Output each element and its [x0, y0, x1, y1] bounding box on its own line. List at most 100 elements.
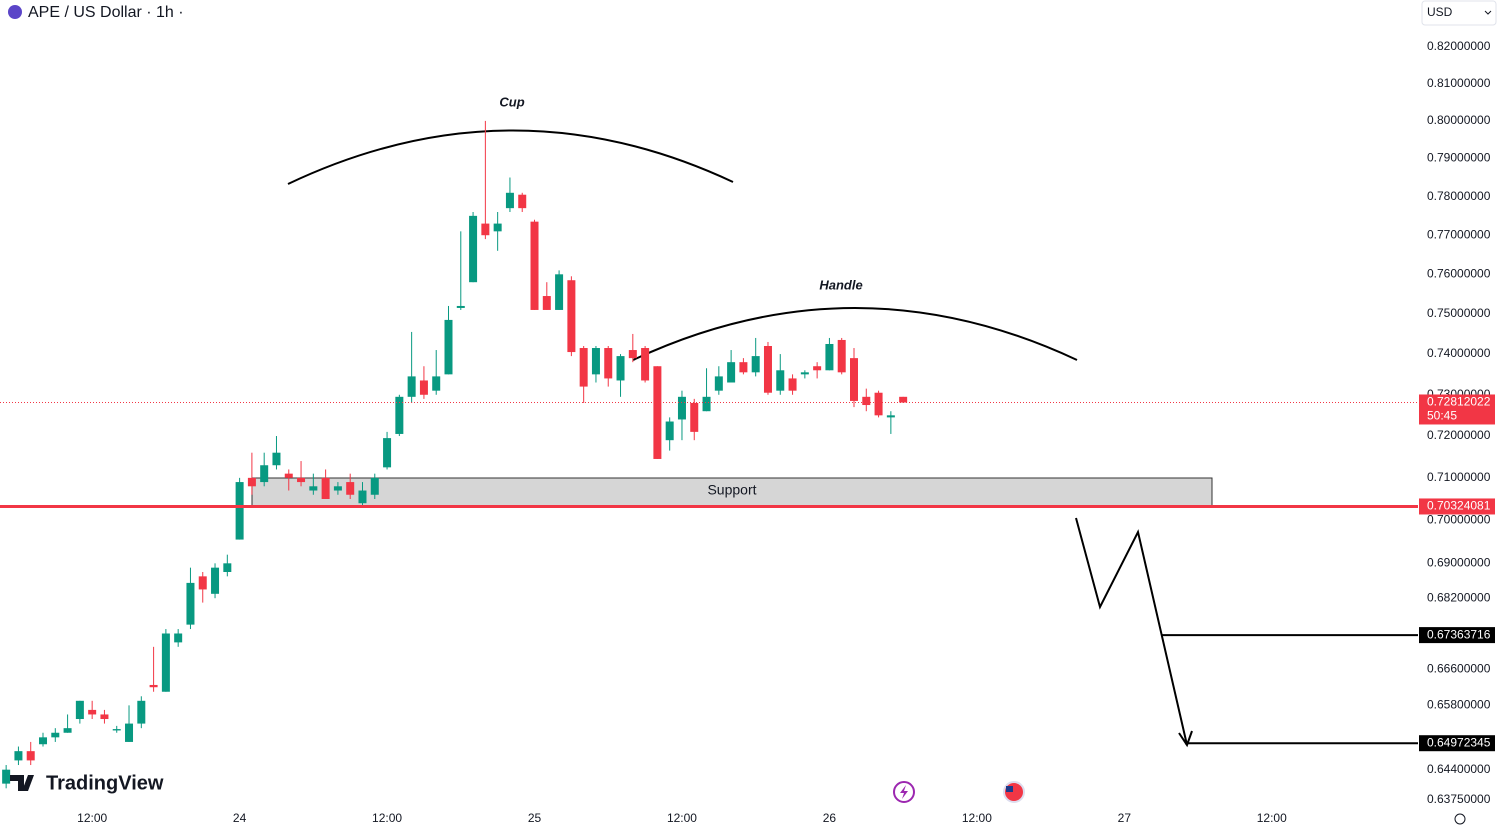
- candle-body: [751, 356, 760, 373]
- support-zone: [251, 477, 1213, 507]
- candle-body: [149, 684, 158, 688]
- logo-mark: [10, 775, 34, 791]
- candle-body: [591, 348, 600, 375]
- candle-body: [776, 370, 785, 391]
- candle-body: [616, 356, 625, 381]
- price-tag-label: 0.70324081: [1427, 499, 1491, 513]
- candle-body: [825, 343, 834, 371]
- candle-body: [211, 567, 220, 594]
- candle-body: [100, 714, 109, 720]
- candle-body: [419, 380, 428, 395]
- y-tick-label: 0.77000000: [1427, 227, 1491, 241]
- candle-body: [395, 396, 404, 434]
- candle-body: [665, 421, 674, 441]
- price-tag: [1419, 735, 1495, 752]
- x-tick-label: 12:00: [77, 811, 107, 825]
- candle-body: [51, 732, 60, 738]
- y-tick-label: 0.79000000: [1427, 151, 1491, 165]
- brand: TradingView: [46, 772, 164, 794]
- price-axis: 0.82000000 0.81000000 0.80000000 0.79000000…: [77, 39, 1495, 825]
- candle-body: [260, 465, 269, 483]
- candle-body: [407, 376, 416, 397]
- candle-body: [137, 700, 146, 724]
- currency-label: USD: [1427, 5, 1453, 19]
- y-tick-label: 0.71000000: [1427, 470, 1491, 484]
- y-tick-label: 0.66600000: [1427, 661, 1491, 675]
- candle-body: [297, 477, 306, 483]
- candle-body: [112, 729, 121, 731]
- currency-select[interactable]: [1421, 0, 1497, 26]
- price-tag: [1419, 498, 1495, 515]
- candle-body: [555, 274, 564, 310]
- candle-body: [432, 376, 441, 391]
- candle-body: [677, 396, 686, 420]
- dropdown-caret: [1484, 10, 1492, 15]
- candle-body: [542, 296, 551, 310]
- y-tick-label: 0.64400000: [1427, 762, 1491, 776]
- candle-body: [346, 482, 355, 495]
- candle-body: [641, 348, 650, 381]
- y-tick-label: 0.72000000: [1427, 428, 1491, 442]
- x-tick-label: 24: [233, 811, 247, 825]
- candle-body: [714, 376, 723, 391]
- candle-body: [284, 473, 293, 478]
- candle-body: [862, 396, 871, 406]
- candle-body: [174, 633, 183, 643]
- candle-body: [26, 751, 35, 761]
- candle-body: [14, 751, 23, 761]
- price-tag: [1419, 627, 1495, 644]
- y-tick-label: 0.70000000: [1427, 512, 1491, 526]
- handle-arc: [632, 307, 1078, 361]
- x-tick-label: 12:00: [372, 811, 402, 825]
- current-price-label: 0.72812022: [1427, 395, 1491, 409]
- y-tick-label: 0.65800000: [1427, 698, 1491, 712]
- candle-body: [690, 402, 699, 432]
- y-tick-label: 0.69000000: [1427, 555, 1491, 569]
- candle-body: [849, 358, 858, 401]
- candle-body: [481, 223, 490, 236]
- handle-label: Handle: [819, 277, 862, 292]
- candle-body: [739, 362, 748, 373]
- candle-body: [198, 576, 207, 590]
- plot: [0, 120, 1418, 789]
- candle-body: [247, 477, 256, 487]
- y-tick-label: 0.75000000: [1427, 306, 1491, 320]
- price-tag-label: 0.64972345: [1427, 735, 1491, 749]
- y-tick-label: 0.80000000: [1427, 113, 1491, 127]
- flag-canton: [1006, 786, 1013, 792]
- candle-body: [186, 582, 195, 625]
- candle-body: [505, 192, 514, 209]
- candle-body: [370, 477, 379, 495]
- candle-body: [358, 490, 367, 504]
- candle-body: [2, 769, 11, 784]
- price-tag-label: 0.67363716: [1427, 627, 1491, 641]
- candle-body: [763, 346, 772, 393]
- candle-body: [235, 482, 244, 540]
- candle-body: [837, 339, 846, 373]
- y-tick-label: 0.78000000: [1427, 189, 1491, 203]
- current-price-tag: [1419, 394, 1495, 425]
- x-tick-label: 12:00: [667, 811, 697, 825]
- candle-body: [333, 486, 342, 491]
- candle-body: [469, 215, 478, 283]
- candle-body: [800, 372, 809, 375]
- cup-label: Cup: [499, 94, 524, 109]
- candle-body: [444, 319, 453, 375]
- x-tick-label: 25: [528, 811, 542, 825]
- candle-body: [579, 348, 588, 387]
- candle-body: [223, 563, 232, 573]
- candle-body: [518, 194, 527, 209]
- settings-icon[interactable]: [1454, 813, 1466, 825]
- candle-body: [272, 452, 281, 466]
- y-tick-label: 0.81000000: [1427, 76, 1491, 90]
- candle-body: [493, 223, 502, 232]
- candle-body: [309, 486, 318, 491]
- y-tick-label: 0.76000000: [1427, 266, 1491, 280]
- y-tick-label: 0.82000000: [1427, 39, 1491, 53]
- candle-body: [383, 438, 392, 468]
- countdown-label: 50:45: [1427, 409, 1457, 423]
- candle-body: [788, 378, 797, 391]
